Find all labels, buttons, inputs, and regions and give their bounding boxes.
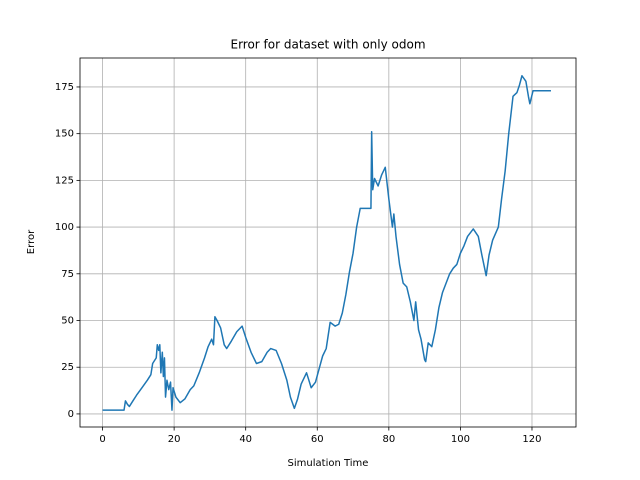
y-tick-label: 0 bbox=[68, 409, 74, 420]
x-tick-label: 0 bbox=[99, 434, 105, 445]
y-tick-label: 175 bbox=[55, 82, 74, 93]
y-tick-label: 25 bbox=[61, 362, 74, 373]
y-tick-label: 50 bbox=[61, 316, 74, 327]
x-tick-label: 60 bbox=[311, 434, 324, 445]
chart-title: Error for dataset with only odom bbox=[230, 38, 425, 52]
x-tick-label: 80 bbox=[382, 434, 395, 445]
y-tick-label: 150 bbox=[55, 129, 74, 140]
axes-frame bbox=[79, 57, 577, 428]
y-axis-label: Error bbox=[26, 229, 37, 254]
y-tick-label: 75 bbox=[61, 269, 74, 280]
x-tick-label: 20 bbox=[168, 434, 181, 445]
x-tick-label: 120 bbox=[522, 434, 541, 445]
line bbox=[102, 75, 551, 411]
y-tick-label: 125 bbox=[55, 175, 74, 186]
x-tick-label: 100 bbox=[451, 434, 470, 445]
x-tick-label: 40 bbox=[239, 434, 252, 445]
x-axis-label: Simulation Time bbox=[288, 458, 369, 469]
y-tick-label: 100 bbox=[55, 222, 74, 233]
